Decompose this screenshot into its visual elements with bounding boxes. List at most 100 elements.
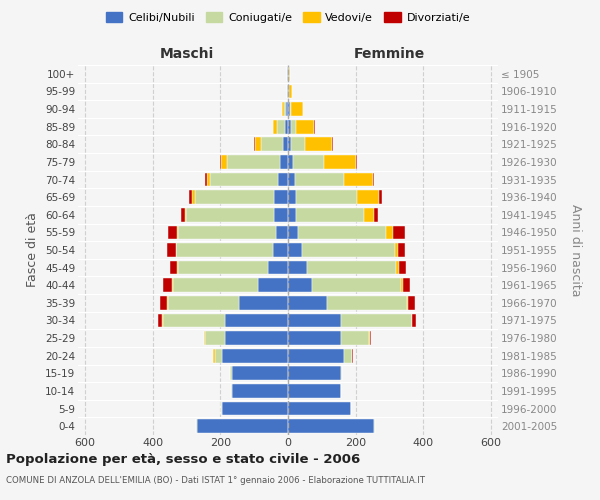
- Bar: [288, 120, 291, 134]
- Bar: [288, 420, 374, 433]
- Bar: [288, 402, 350, 415]
- Bar: [203, 331, 205, 345]
- Bar: [288, 190, 296, 204]
- Bar: [288, 278, 312, 292]
- Text: Popolazione per età, sesso e stato civile - 2006: Popolazione per età, sesso e stato civil…: [6, 452, 360, 466]
- Bar: [403, 278, 410, 292]
- Bar: [210, 172, 278, 186]
- Bar: [358, 190, 379, 204]
- Bar: [197, 420, 288, 433]
- Bar: [168, 296, 239, 310]
- Bar: [288, 172, 295, 186]
- Bar: [187, 208, 274, 222]
- Bar: [222, 402, 288, 415]
- Bar: [282, 102, 284, 116]
- Bar: [295, 172, 344, 186]
- Bar: [221, 402, 222, 415]
- Bar: [288, 314, 341, 328]
- Bar: [288, 366, 341, 380]
- Bar: [369, 331, 370, 345]
- Bar: [341, 366, 342, 380]
- Bar: [285, 120, 288, 134]
- Bar: [160, 296, 167, 310]
- Bar: [288, 102, 290, 116]
- Bar: [288, 349, 344, 362]
- Bar: [298, 226, 386, 239]
- Bar: [254, 138, 255, 151]
- Bar: [288, 260, 307, 274]
- Bar: [290, 102, 292, 116]
- Bar: [277, 120, 285, 134]
- Bar: [356, 155, 358, 169]
- Text: COMUNE DI ANZOLA DELL'EMILIA (BO) - Dati ISTAT 1° gennaio 2006 - Elaborazione TU: COMUNE DI ANZOLA DELL'EMILIA (BO) - Dati…: [6, 476, 425, 485]
- Bar: [261, 138, 283, 151]
- Bar: [288, 226, 298, 239]
- Bar: [327, 296, 407, 310]
- Bar: [291, 120, 296, 134]
- Bar: [273, 120, 274, 134]
- Bar: [412, 314, 416, 328]
- Bar: [293, 155, 323, 169]
- Bar: [257, 278, 288, 292]
- Bar: [292, 138, 305, 151]
- Bar: [386, 226, 393, 239]
- Bar: [289, 84, 292, 98]
- Bar: [407, 296, 408, 310]
- Bar: [176, 243, 273, 257]
- Bar: [288, 67, 289, 80]
- Bar: [341, 314, 412, 328]
- Bar: [274, 120, 277, 134]
- Bar: [268, 260, 288, 274]
- Bar: [169, 226, 177, 239]
- Bar: [192, 190, 195, 204]
- Bar: [177, 260, 178, 274]
- Bar: [232, 366, 288, 380]
- Bar: [162, 314, 163, 328]
- Bar: [226, 331, 288, 345]
- Bar: [288, 208, 296, 222]
- Bar: [374, 208, 379, 222]
- Bar: [213, 349, 214, 362]
- Bar: [398, 243, 405, 257]
- Bar: [401, 278, 403, 292]
- Bar: [305, 138, 332, 151]
- Bar: [185, 208, 187, 222]
- Bar: [222, 349, 288, 362]
- Bar: [167, 296, 168, 310]
- Y-axis label: Anni di nascita: Anni di nascita: [569, 204, 581, 296]
- Bar: [278, 172, 288, 186]
- Bar: [352, 349, 353, 362]
- Bar: [276, 226, 288, 239]
- Bar: [230, 366, 232, 380]
- Bar: [226, 314, 288, 328]
- Bar: [172, 278, 173, 292]
- Bar: [221, 155, 227, 169]
- Bar: [170, 260, 177, 274]
- Bar: [178, 226, 276, 239]
- Bar: [370, 331, 371, 345]
- Bar: [173, 278, 257, 292]
- Bar: [287, 84, 288, 98]
- Bar: [274, 208, 288, 222]
- Bar: [288, 155, 293, 169]
- Bar: [196, 420, 197, 433]
- Bar: [292, 102, 303, 116]
- Bar: [177, 226, 178, 239]
- Bar: [350, 402, 352, 415]
- Text: Femmine: Femmine: [354, 48, 425, 62]
- Bar: [227, 155, 280, 169]
- Bar: [364, 208, 374, 222]
- Bar: [289, 67, 290, 80]
- Bar: [214, 349, 215, 362]
- Bar: [232, 384, 288, 398]
- Bar: [323, 155, 356, 169]
- Bar: [302, 243, 395, 257]
- Bar: [373, 172, 374, 186]
- Bar: [163, 314, 226, 328]
- Bar: [181, 208, 185, 222]
- Bar: [399, 260, 406, 274]
- Bar: [397, 260, 399, 274]
- Bar: [286, 102, 288, 116]
- Bar: [215, 349, 222, 362]
- Bar: [280, 155, 288, 169]
